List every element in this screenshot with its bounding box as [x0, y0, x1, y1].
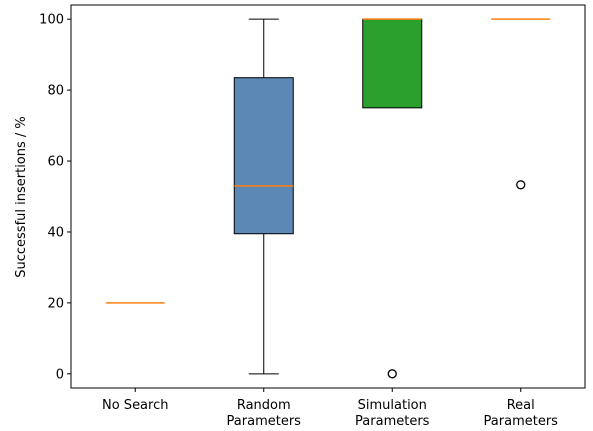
y-tick-label: 60: [47, 155, 64, 170]
iqr-box: [362, 18, 423, 109]
x-tick-label: Real Parameters: [484, 398, 559, 429]
x-tick-label: Simulation Parameters: [355, 398, 430, 429]
x-tick-label: No Search: [102, 398, 168, 413]
outlier-point: [516, 180, 526, 190]
y-tick-label: 100: [39, 13, 64, 28]
plot-frame: [70, 4, 586, 389]
x-tick-label: Random Parameters: [227, 398, 302, 429]
box-group-3: [491, 18, 551, 190]
y-axis-title: Successful insertions / %: [14, 116, 29, 278]
box-group-2: [362, 18, 423, 379]
iqr-box: [233, 77, 294, 235]
y-tick-label: 80: [47, 84, 64, 99]
y-tick-label: 0: [56, 367, 64, 382]
y-tick-label: 40: [47, 225, 64, 240]
box-group-1: [233, 18, 294, 375]
outlier-point: [387, 369, 397, 379]
y-tick-label: 20: [47, 296, 64, 311]
